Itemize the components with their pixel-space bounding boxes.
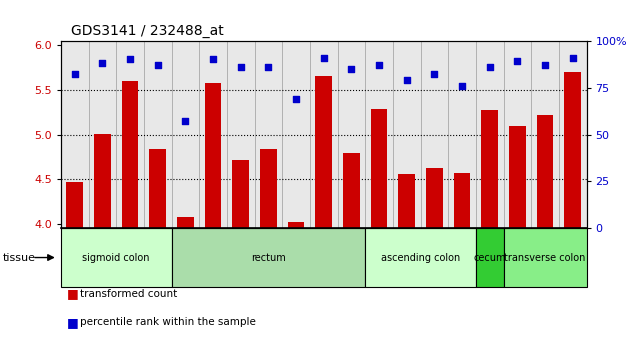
Bar [537,115,553,354]
Point [97,61,108,66]
Point [429,72,440,77]
Bar [564,72,581,354]
Bar [343,153,360,354]
Text: GDS3141 / 232488_at: GDS3141 / 232488_at [71,24,224,38]
Point [263,64,274,70]
Bar [454,173,470,354]
Bar [67,182,83,354]
Point [236,64,246,70]
Bar [399,174,415,354]
Point [125,57,135,62]
Text: sigmoid colon: sigmoid colon [83,252,150,263]
Bar [370,109,387,354]
Bar [476,228,504,287]
Point [457,83,467,88]
Text: ascending colon: ascending colon [381,252,460,263]
Point [153,62,163,68]
Point [319,55,329,61]
Text: rectum: rectum [251,252,286,263]
Point [540,62,550,68]
Bar [233,160,249,354]
Point [512,58,522,64]
Point [208,57,218,62]
Point [291,96,301,102]
Point [567,55,578,61]
Text: cecum: cecum [474,252,506,263]
Point [485,64,495,70]
Bar [315,76,332,354]
Text: tissue: tissue [3,252,36,263]
Bar [94,133,111,354]
Bar [61,228,172,287]
Bar [149,149,166,354]
Point [346,66,356,72]
Bar [172,228,365,287]
Bar [122,81,138,354]
Point [180,119,190,124]
Text: ■: ■ [67,287,79,300]
Text: percentile rank within the sample: percentile rank within the sample [80,317,256,327]
Text: ■: ■ [67,316,79,329]
Bar [365,228,476,287]
Point [70,72,80,77]
Bar [288,222,304,354]
Bar [177,217,194,354]
Text: transformed count: transformed count [80,289,178,299]
Point [374,62,384,68]
Point [401,77,412,83]
Bar [204,83,221,354]
Bar [260,149,277,354]
Text: transverse colon: transverse colon [504,252,586,263]
Bar [509,126,526,354]
Bar [504,228,587,287]
Bar [426,167,443,354]
Bar [481,109,498,354]
